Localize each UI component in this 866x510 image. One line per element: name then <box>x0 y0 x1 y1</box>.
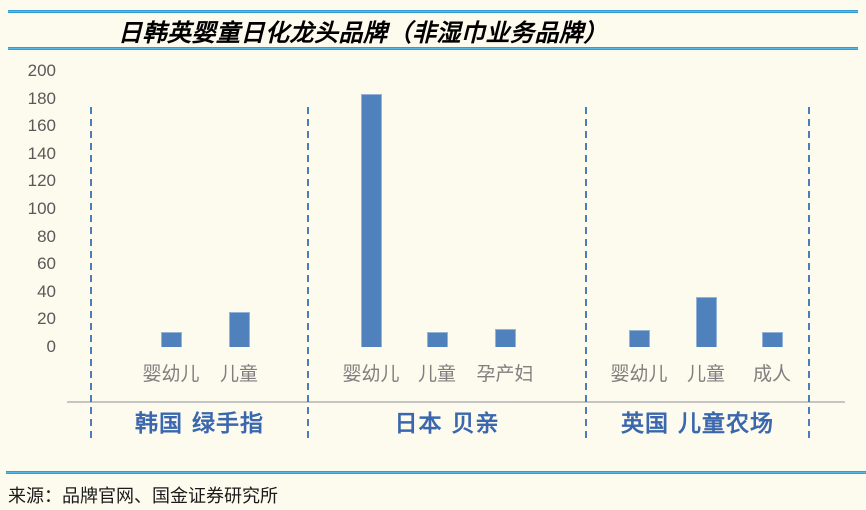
y-axis-tick-label: 0 <box>46 337 56 356</box>
y-axis-tick-label: 60 <box>37 254 56 274</box>
brand-group-label: 韩国 绿手指 <box>134 410 264 437</box>
bar-婴幼儿 <box>360 94 382 347</box>
bar-成人 <box>761 332 783 347</box>
top-rule <box>8 10 858 13</box>
brand-group-label: 日本 贝亲 <box>394 410 500 437</box>
y-axis-tick-label: 40 <box>37 281 56 301</box>
source-note: 来源：品牌官网、国金证券研究所 <box>8 486 278 507</box>
bar-婴幼儿 <box>628 330 650 347</box>
y-axis-tick-label: 100 <box>27 199 56 218</box>
bar-婴幼儿 <box>160 332 182 347</box>
category-label: 婴幼儿 <box>610 364 668 385</box>
category-label: 婴幼儿 <box>142 364 200 385</box>
bar-儿童 <box>695 297 717 347</box>
y-axis-tick-label: 180 <box>27 88 56 108</box>
group-divider-dashed-line <box>808 107 810 441</box>
y-axis-tick-label: 200 <box>27 61 56 80</box>
group-divider-dashed-line <box>307 107 309 441</box>
y-axis-tick-label: 80 <box>37 226 56 246</box>
y-axis-tick-label: 120 <box>27 171 56 191</box>
category-label: 孕产妇 <box>476 364 534 385</box>
bar-儿童 <box>426 332 448 347</box>
brand-group-label: 英国 儿童农场 <box>620 410 774 437</box>
x-axis-line <box>67 401 845 403</box>
group-divider-dashed-line <box>585 107 587 441</box>
category-label: 儿童 <box>417 364 456 385</box>
category-label: 儿童 <box>686 364 725 385</box>
bar-孕产妇 <box>494 329 516 347</box>
y-axis-tick-label: 140 <box>27 143 56 163</box>
category-label: 婴幼儿 <box>342 364 400 385</box>
figure-title: 日韩英婴童日化龙头品牌（非湿巾业务品牌） <box>118 18 608 47</box>
y-axis-tick-label: 20 <box>37 309 56 329</box>
category-label: 成人 <box>752 364 791 385</box>
grouped-bar-chart: 0 20 40 60 80 100 120 140 160 180 200 婴幼儿 儿童 婴幼儿 儿童 孕产… <box>0 55 866 455</box>
bar-儿童 <box>228 312 250 347</box>
category-label: 儿童 <box>219 364 258 385</box>
title-underline-rule <box>8 47 858 50</box>
footer-rule <box>6 471 866 474</box>
y-axis-tick-label: 160 <box>27 116 56 136</box>
group-divider-dashed-line <box>90 107 92 441</box>
